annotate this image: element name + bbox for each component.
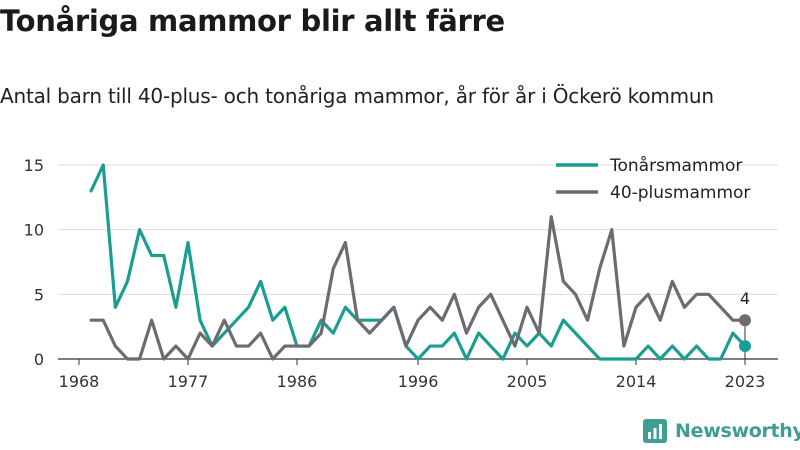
x-tick-label: 2014 — [616, 372, 657, 391]
x-tick-label: 1986 — [277, 372, 318, 391]
axes: 0 5 10 15 1968 1977 1986 1996 2005 2014 2023 — [24, 156, 766, 391]
chart-subtitle: Antal barn till 40-plus- och tonåriga ma… — [0, 84, 714, 108]
series-lines: 4 — [89, 163, 751, 365]
bar-chart-icon — [643, 419, 667, 443]
y-tick-label: 0 — [34, 350, 44, 369]
end-point-marker-tonarsmammor — [739, 340, 751, 353]
x-tick-label: 2023 — [725, 372, 766, 391]
y-tick-label: 5 — [34, 285, 44, 304]
newsworthy-logo: Newsworthy — [643, 419, 800, 443]
x-tick-label: 1968 — [59, 372, 100, 391]
legend: Tonårsmammor 40-plusmammor — [556, 155, 750, 203]
legend-label: 40-plusmammor — [610, 183, 750, 203]
x-tick-label: 2005 — [507, 372, 548, 391]
y-tick-label: 10 — [24, 221, 44, 240]
series-line-tonarsmammor — [89, 163, 747, 361]
end-point-marker-40-plusmammor — [739, 314, 751, 327]
legend-label: Tonårsmammor — [609, 155, 742, 176]
x-tick-label: 1996 — [398, 372, 439, 391]
x-tick-label: 1977 — [168, 372, 209, 391]
series-line-40-plusmammor — [89, 215, 747, 361]
chart-title: Tonåriga mammor blir allt färre — [0, 4, 505, 38]
end-data-label: 4 — [740, 289, 750, 308]
brand-name: Newsworthy — [675, 420, 800, 442]
y-tick-label: 15 — [24, 156, 44, 175]
